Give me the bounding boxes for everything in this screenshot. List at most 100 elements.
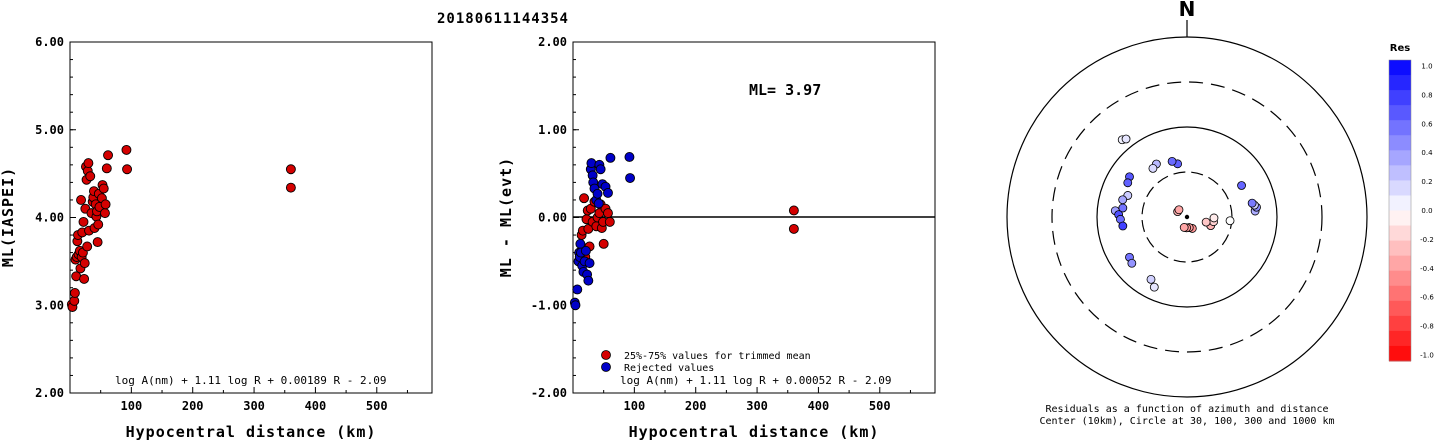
formula-label: log A(nm) + 1.11 log R + 0.00189 R - 2.0… <box>115 374 387 387</box>
data-point <box>100 199 111 210</box>
colorbar-cell <box>1389 210 1411 227</box>
x-axis-label: Hypocentral distance (km) <box>126 423 377 441</box>
data-point <box>76 194 86 205</box>
trimmed-point <box>579 193 589 204</box>
data-point <box>100 208 110 219</box>
trimmed-point <box>788 223 799 234</box>
colorbar-cell <box>1389 105 1411 121</box>
trimmed-point <box>598 238 609 249</box>
colorbar-cell <box>1389 195 1411 211</box>
y-tick-label: 1.00 <box>538 123 567 137</box>
data-point <box>79 273 90 284</box>
data-point <box>92 237 103 248</box>
colorbar-cell <box>1389 315 1411 332</box>
colorbar-tick-label: 0.8 <box>1421 91 1432 99</box>
colorbar-cell <box>1389 135 1411 151</box>
x-tick-label: 200 <box>182 399 204 413</box>
rejected-point <box>625 173 636 183</box>
y-tick-label: -2.00 <box>531 386 567 400</box>
residual-vs-distance-plot: 100 200 300 400 500 -2.00 -1.00 0.00 1.00 2.00 ML… <box>497 35 936 441</box>
trimmed-point <box>788 205 799 216</box>
epicenter-marker <box>1184 214 1190 220</box>
station-marker <box>1121 134 1131 144</box>
data-point <box>69 288 80 298</box>
data-point <box>121 144 132 155</box>
colorbar-tick-label: -1.0 <box>1420 352 1434 360</box>
station-marker <box>1148 163 1158 173</box>
rejected-point <box>570 300 581 311</box>
rejected-point <box>583 275 594 286</box>
station-marker <box>1118 221 1128 231</box>
colorbar-tick-label: 0.6 <box>1421 120 1433 128</box>
colorbar-cell <box>1389 120 1411 136</box>
rejected-point <box>624 152 635 162</box>
station-marker <box>1146 274 1156 284</box>
colorbar-cell <box>1389 60 1411 76</box>
data-point <box>79 258 90 269</box>
legend-label-trimmed: 25%-75% values for trimmed mean <box>624 351 811 362</box>
colorbar-cell <box>1389 180 1411 196</box>
station-marker <box>1118 203 1128 213</box>
station-marker <box>1237 181 1246 190</box>
station-marker <box>1201 217 1211 227</box>
rejected-point <box>584 258 595 269</box>
legend-marker-trimmed <box>601 350 611 360</box>
legend-marker-rejected <box>601 362 611 372</box>
residual-colorbar: Res 1.0 0.8 0.6 0.4 0.2 0.0 -0.2 -0.4 -0.6 -0.8 -1… <box>1388 43 1434 362</box>
colorbar-cell <box>1389 270 1411 287</box>
station-marker <box>1167 156 1177 166</box>
data-point <box>98 183 109 194</box>
colorbar-cell <box>1389 165 1411 181</box>
x-tick-label: 300 <box>746 399 768 413</box>
rejected-point <box>603 187 613 198</box>
colorbar-cell <box>1389 345 1411 362</box>
plot-frame <box>69 41 433 394</box>
x-tick-label: 400 <box>305 399 327 413</box>
station-marker <box>1247 198 1257 208</box>
colorbar-tick-label: -0.4 <box>1420 265 1434 273</box>
station-marker <box>1149 282 1159 292</box>
trimmed-point <box>604 216 615 227</box>
x-tick-label: 400 <box>808 399 830 413</box>
station-marker <box>1118 195 1128 205</box>
data-point <box>285 182 296 193</box>
data-point <box>93 219 104 230</box>
legend-label-rejected: Rejected values <box>624 363 714 374</box>
ml-label: ML= 3.97 <box>749 81 821 99</box>
x-tick-label: 100 <box>121 399 143 413</box>
station-marker <box>1209 213 1219 223</box>
colorbar-cell <box>1389 90 1411 106</box>
colorbar-tick-label: 1.0 <box>1421 63 1432 71</box>
map-caption-line-2: Center (10km), Circle at 30, 100, 300 an… <box>1039 416 1334 427</box>
rejected-point <box>605 152 616 163</box>
formula-label: log A(nm) + 1.11 log R + 0.00052 R - 2.0… <box>620 374 892 387</box>
data-point <box>103 150 113 161</box>
y-tick-label: 2.00 <box>35 386 64 400</box>
y-tick-label: 4.00 <box>35 211 64 225</box>
y-tick-label: 3.00 <box>35 298 64 312</box>
colorbar-frame <box>1388 59 1412 362</box>
data-point <box>285 164 296 175</box>
rejected-point <box>593 198 604 209</box>
station-marker <box>1179 223 1189 232</box>
colorbar-tick-label: 0.0 <box>1421 207 1432 215</box>
colorbar-tick-label: -0.6 <box>1420 294 1434 302</box>
chart-title: 20180611144354 <box>437 11 569 27</box>
azimuth-residual-map: N Residuals as a function of azimuth and… <box>1006 0 1368 427</box>
colorbar-cell <box>1389 75 1411 91</box>
colorbar-cell <box>1389 330 1411 347</box>
trimmed-point <box>603 208 613 219</box>
colorbar-cell <box>1389 285 1411 302</box>
data-point <box>122 164 133 175</box>
colorbar-tick-label: 0.2 <box>1421 178 1432 186</box>
ring-100km <box>1096 126 1278 308</box>
colorbar-tick-label: -0.8 <box>1420 323 1434 331</box>
data-point <box>82 241 93 252</box>
colorbar-title: Res <box>1390 43 1410 54</box>
station-marker <box>1174 205 1184 215</box>
y-tick-label: -1.00 <box>531 298 567 312</box>
colorbar-cell <box>1389 300 1411 317</box>
x-tick-label: 500 <box>869 399 891 413</box>
ml-vs-distance-plot: 100 200 300 400 500 2.00 3.00 4.00 5.00 6.00 Hypo… <box>0 35 433 441</box>
y-tick-label: 6.00 <box>35 35 64 49</box>
